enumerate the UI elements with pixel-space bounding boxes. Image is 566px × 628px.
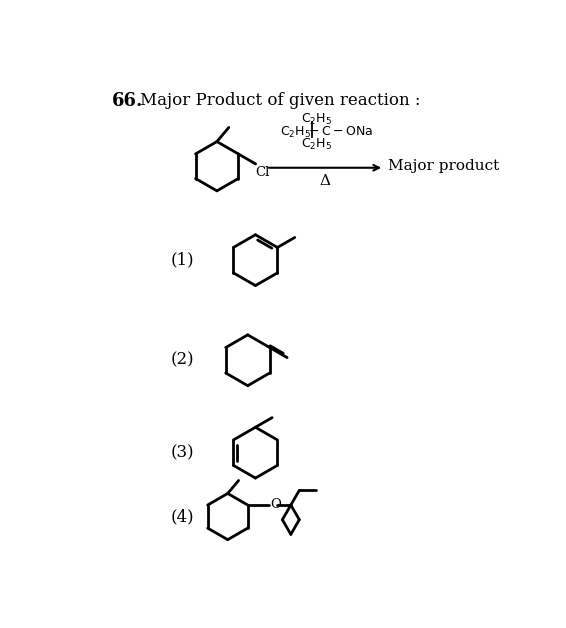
Text: 66.: 66.: [112, 92, 144, 111]
Text: (2): (2): [171, 352, 194, 369]
Text: $\rm C_2H_5$: $\rm C_2H_5$: [302, 137, 333, 152]
Text: O: O: [270, 498, 281, 511]
Text: $\rm C_2H_5$: $\rm C_2H_5$: [302, 112, 333, 127]
Text: $\rm C_2H_5$: $\rm C_2H_5$: [280, 124, 311, 140]
Text: Major product: Major product: [388, 160, 499, 173]
Text: Cl: Cl: [256, 166, 270, 179]
Text: Δ: Δ: [320, 174, 331, 188]
Text: (3): (3): [171, 444, 194, 461]
Text: Major Product of given reaction :: Major Product of given reaction :: [140, 92, 421, 109]
Text: (4): (4): [171, 508, 194, 525]
Text: $\rm -C-ONa$: $\rm -C-ONa$: [306, 124, 374, 138]
Text: (1): (1): [171, 252, 194, 269]
